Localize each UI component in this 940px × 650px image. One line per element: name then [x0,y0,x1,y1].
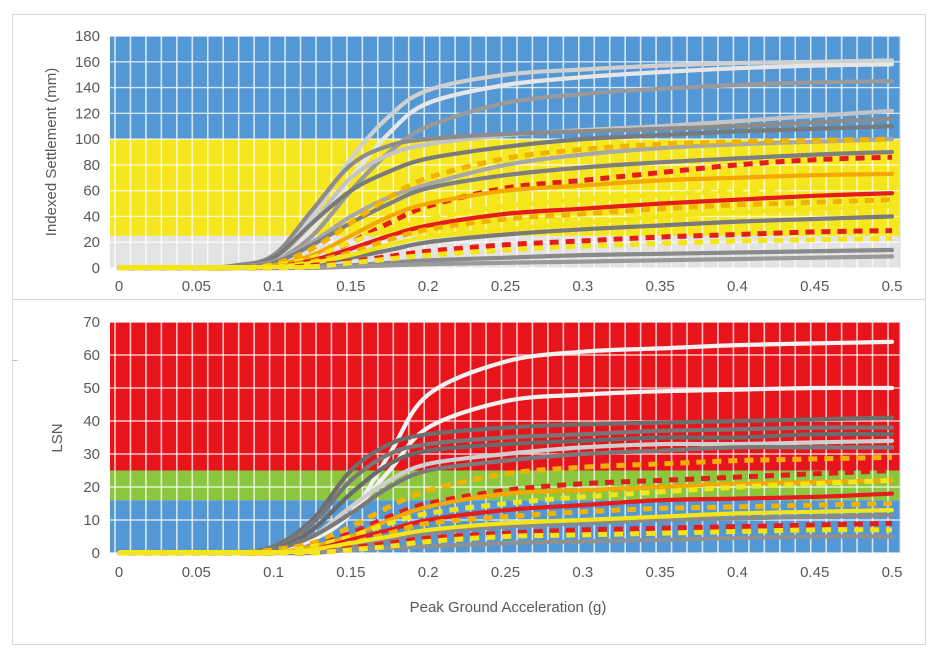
settlement-y-tick-label: 140 [75,80,100,97]
settlement-series [116,58,895,271]
settlement-y-tick-label: 40 [83,208,100,225]
lsn-panel: 0 10 20 30 40 50 60 70 0 0.05 0.1 0.15 0.2 0.25 0.3 0.… [49,314,902,616]
settlement-y-tick-label: 0 [92,260,100,277]
settlement-x-tick-label: 0.1 [263,278,284,295]
settlement-x-tick-label: 0.2 [418,278,439,295]
settlement-y-tick-label: 180 [75,28,100,45]
x-axis-label: Peak Ground Acceleration (g) [410,599,607,616]
settlement-y-ticks: 0 20 40 60 80 100 120 140 160 180 [75,28,100,277]
settlement-y-tick-label: 160 [75,54,100,71]
settlement-y-tick-label: 120 [75,105,100,122]
lsn-x-tick-label: 0.1 [263,564,284,581]
lsn-series [116,339,895,556]
lsn-x-tick-label: 0.45 [800,564,829,581]
settlement-y-tick-label: 60 [83,183,100,200]
panel-divider [12,299,926,300]
settlement-y-tick-label: 100 [75,131,100,148]
edge-tick [12,360,18,361]
settlement-y-axis-label: Indexed Settlement (mm) [43,68,60,236]
settlement-x-tick-label: 0.25 [491,278,520,295]
lsn-gridlines [110,321,901,554]
lsn-x-tick-label: 0.05 [182,564,211,581]
lsn-x-tick-label: 0.15 [336,564,365,581]
settlement-x-tick-label: 0.05 [182,278,211,295]
settlement-x-tick-label: 0.35 [645,278,674,295]
lsn-x-tick-label: 0.2 [418,564,439,581]
settlement-x-tick-label: 0 [115,278,123,295]
lsn-x-ticks: 0 0.05 0.1 0.15 0.2 0.25 0.3 0.35 0.4 0.45 0.5 [115,564,903,581]
lsn-y-tick-label: 0 [92,545,100,562]
lsn-y-tick-label: 50 [83,380,100,397]
lsn-y-tick-label: 70 [83,314,100,331]
lsn-y-tick-label: 40 [83,413,100,430]
lsn-y-tick-label: 60 [83,347,100,364]
lsn-y-axis-label: LSN [49,423,66,452]
lsn-y-ticks: 0 10 20 30 40 50 60 70 [83,314,100,562]
settlement-panel: 0 20 40 60 80 100 120 140 160 180 0 0.05 0.1 0.15 0.2… [43,28,902,295]
lsn-y-tick-label: 20 [83,479,100,496]
settlement-y-tick-label: 20 [83,234,100,251]
settlement-y-tick-label: 80 [83,157,100,174]
settlement-x-ticks: 0 0.05 0.1 0.15 0.2 0.25 0.3 0.35 0.4 0.45 0.5 [115,278,903,295]
settlement-x-tick-label: 0.15 [336,278,365,295]
lsn-y-tick-label: 30 [83,446,100,463]
lsn-x-tick-label: 0.35 [645,564,674,581]
lsn-x-tick-label: 0.5 [882,564,903,581]
settlement-x-tick-label: 0.5 [882,278,903,295]
lsn-x-tick-label: 0.4 [727,564,748,581]
settlement-x-tick-label: 0.4 [727,278,748,295]
lsn-x-tick-label: 0.25 [491,564,520,581]
settlement-x-tick-label: 0.3 [572,278,593,295]
settlement-x-tick-label: 0.45 [800,278,829,295]
lsn-x-tick-label: 0.3 [572,564,593,581]
lsn-x-tick-label: 0 [115,564,123,581]
lsn-y-tick-label: 10 [83,512,100,529]
